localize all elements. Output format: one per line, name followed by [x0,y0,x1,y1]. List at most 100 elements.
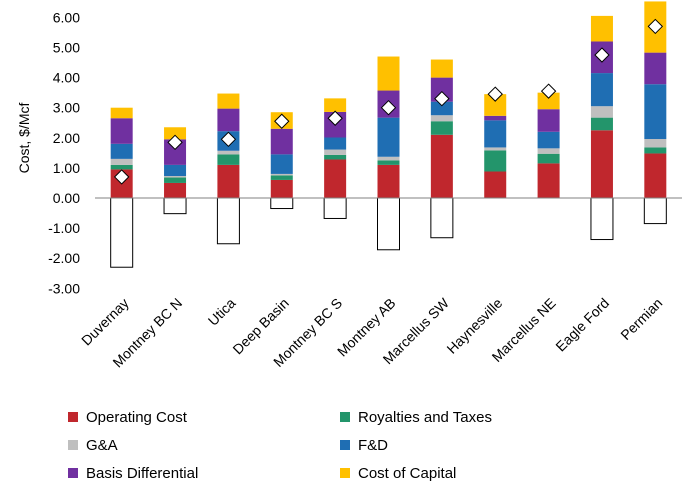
y-axis-label: Cost, $/Mcf [16,102,32,173]
legend-label: Basis Differential [86,464,199,482]
bar-segment [164,139,187,165]
net-cost-marker [434,90,450,107]
bar-segment [217,93,240,109]
bar-segment [377,164,400,198]
y-tick-label: 1.00 [53,160,80,176]
bar-segment [377,160,400,165]
legend-label: Operating Cost [86,408,187,426]
category-label: Permian [617,295,665,343]
bar-segment [270,173,293,176]
bar-segment [537,131,560,149]
category-label: Utica [205,295,239,329]
y-tick-label: 6.00 [53,9,80,25]
legend-swatch [68,440,78,450]
y-tick-label: 5.00 [53,40,80,56]
net-cost-marker [594,47,610,63]
bar-segment [324,159,347,198]
net-cost-marker [167,134,183,151]
bar-segment [164,164,187,177]
legend-label: Royalties and Taxes [358,408,492,426]
bar-segment [644,139,667,148]
y-tick-label: -1.00 [48,220,80,236]
bar-segment [537,109,560,132]
legend-item: F&D [340,436,388,454]
bar-segment [217,154,240,165]
bar-segment [110,164,133,170]
bar-segment [590,130,613,198]
legend: Operating Cost Royalties and Taxes G&A F&D B… [60,408,660,492]
bar-segment [164,177,187,183]
y-tick-label: 0.00 [53,190,80,206]
bar-segment [110,158,133,165]
bar-segment [484,171,507,198]
bar-segment [484,94,507,116]
legend-item: Royalties and Taxes [340,408,492,426]
negative-bar [590,197,614,241]
bar-segment [644,147,667,154]
negative-bars [110,197,667,268]
bar-segment [644,52,667,85]
negative-bar [110,197,134,268]
bar-segment [324,154,347,160]
bar-segment [590,106,613,118]
bar-segment [430,134,453,198]
net-cost-marker [380,99,397,116]
bar-segment [217,150,240,155]
bar-segment [430,101,453,116]
bar-segment [484,120,507,148]
bar-segment [377,117,400,157]
bar-segment [270,179,293,198]
bar-segment [377,156,400,161]
net-cost-marker [540,83,557,99]
net-cost-marker [220,131,237,148]
bar-segment [484,150,507,172]
negative-bar [323,197,347,219]
category-label: Eagle Ford [552,295,612,355]
bar-segment [324,137,347,150]
bar-segment [110,118,133,144]
bar-segment [217,164,240,198]
net-cost-marker [113,169,130,185]
legend-label: Cost of Capital [358,464,457,482]
bar-segment [537,153,560,164]
net-cost-marker [647,18,664,35]
bar-segment [164,127,187,140]
bar-segment [324,98,347,112]
bar-segment [430,59,453,78]
legend-swatch [340,440,350,450]
legend-item: Operating Cost [68,408,187,426]
legend-swatch [340,468,350,478]
legend-swatch [68,468,78,478]
bar-segment [377,56,400,91]
bar-segment [110,107,133,119]
bar-segment [270,128,293,155]
net-cost-marker [327,110,343,126]
negative-bar [270,197,294,210]
legend-item: Cost of Capital [340,464,456,482]
y-tick-label: 3.00 [53,100,80,116]
legend-item: Basis Differential [68,464,198,482]
bar-segment [537,92,560,110]
bars [110,1,667,198]
y-tick-labels: 6.00 5.00 4.00 3.00 2.00 1.00 0.00 -1.00 -2.00 -3… [48,9,80,296]
bar-segment [484,115,507,121]
negative-bar [216,197,240,245]
y-tick-label: 2.00 [53,130,80,146]
bar-segment [644,153,667,198]
bar-segment [164,182,187,198]
bar-segment [430,121,453,135]
bar-segment [430,77,453,102]
bar-segment [537,148,560,154]
legend-swatch [68,412,78,422]
bar-segment [110,143,133,159]
bar-segment [590,117,613,131]
bar-segment [644,84,667,140]
legend-swatch [340,412,350,422]
negative-bar [163,197,187,215]
negative-bar [377,197,400,251]
bar-segment [590,15,613,42]
bar-segment [484,147,507,151]
net-cost-marker [274,113,290,129]
